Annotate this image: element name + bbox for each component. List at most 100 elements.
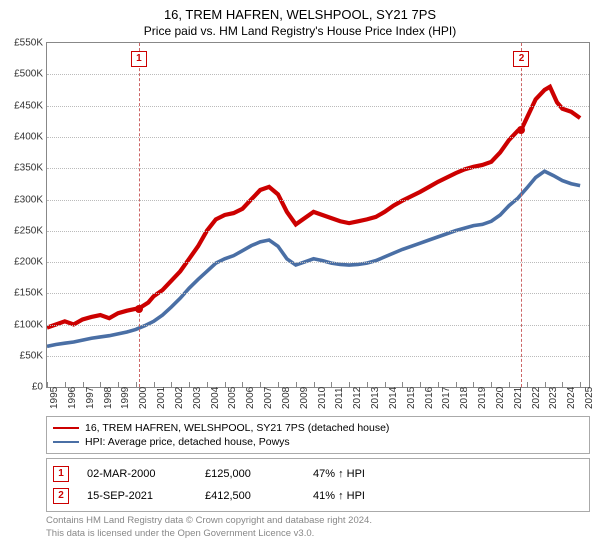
gridline-h	[47, 262, 589, 263]
gridline-h	[47, 200, 589, 201]
y-axis-label: £250K	[1, 225, 43, 236]
x-axis-label: 2014	[388, 387, 399, 409]
event-vline	[139, 43, 140, 387]
x-axis-label: 1998	[103, 387, 114, 409]
series-svg	[47, 43, 589, 387]
x-axis-label: 2019	[477, 387, 488, 409]
x-axis-label: 2020	[495, 387, 506, 409]
event-marker-dot	[135, 305, 143, 313]
x-axis-label: 2015	[406, 387, 417, 409]
plot-region: £0£50K£100K£150K£200K£250K£300K£350K£400…	[46, 42, 590, 388]
gridline-h	[47, 168, 589, 169]
x-axis-label: 2009	[299, 387, 310, 409]
gridline-h	[47, 356, 589, 357]
x-tick	[545, 382, 546, 387]
x-axis-label: 2010	[317, 387, 328, 409]
event-hpi-pct: 41% ↑ HPI	[313, 490, 413, 502]
gridline-h	[47, 325, 589, 326]
legend-box: 16, TREM HAFREN, WELSHPOOL, SY21 7PS (de…	[46, 416, 590, 454]
x-tick	[47, 382, 48, 387]
gridline-h	[47, 231, 589, 232]
chart-area: £0£50K£100K£150K£200K£250K£300K£350K£400…	[46, 42, 590, 412]
y-axis-label: £450K	[1, 100, 43, 111]
x-axis-label: 2023	[548, 387, 559, 409]
event-marker-box: 1	[131, 51, 147, 67]
legend-swatch	[53, 427, 79, 429]
legend-item: 16, TREM HAFREN, WELSHPOOL, SY21 7PS (de…	[53, 421, 583, 435]
x-axis-label: 2000	[138, 387, 149, 409]
x-axis-label: 2011	[334, 388, 345, 410]
x-tick	[473, 382, 474, 387]
x-axis-label: 2012	[352, 387, 363, 409]
legend-label: HPI: Average price, detached house, Powy…	[85, 436, 290, 448]
x-tick	[527, 382, 528, 387]
series-line-property	[47, 87, 580, 328]
gridline-h	[47, 74, 589, 75]
x-tick	[65, 382, 66, 387]
event-date: 15-SEP-2021	[87, 490, 187, 502]
x-tick	[491, 382, 492, 387]
y-axis-label: £300K	[1, 194, 43, 205]
x-tick	[296, 382, 297, 387]
x-axis-label: 2021	[513, 387, 524, 409]
y-axis-label: £550K	[1, 38, 43, 49]
event-row: 2 15-SEP-2021 £412,500 41% ↑ HPI	[53, 485, 583, 507]
chart-title-line2: Price paid vs. HM Land Registry's House …	[0, 24, 600, 42]
x-axis-label: 2007	[263, 387, 274, 409]
x-tick	[331, 382, 332, 387]
events-box: 102-MAR-2000£125,00047% ↑ HPI215-SEP-202…	[46, 458, 590, 512]
x-axis-label: 2013	[370, 387, 381, 409]
x-axis-label: 2004	[210, 387, 221, 409]
event-marker-dot	[517, 126, 525, 134]
x-tick	[580, 382, 581, 387]
y-axis-label: £200K	[1, 257, 43, 268]
event-number-box: 1	[53, 466, 69, 482]
x-tick	[402, 382, 403, 387]
legend-item: HPI: Average price, detached house, Powy…	[53, 435, 583, 449]
event-marker-box: 2	[513, 51, 529, 67]
event-vline	[521, 43, 522, 387]
chart-title-line1: 16, TREM HAFREN, WELSHPOOL, SY21 7PS	[0, 0, 600, 24]
x-tick	[367, 382, 368, 387]
event-price: £412,500	[205, 490, 295, 502]
footer-line2: This data is licensed under the Open Gov…	[46, 528, 590, 540]
x-axis-label: 2005	[227, 387, 238, 409]
x-tick	[207, 382, 208, 387]
x-axis-label: 2001	[156, 387, 167, 409]
x-tick	[260, 382, 261, 387]
gridline-h	[47, 293, 589, 294]
x-axis-label: 2018	[459, 387, 470, 409]
y-axis-label: £150K	[1, 288, 43, 299]
x-tick	[118, 382, 119, 387]
x-tick	[83, 382, 84, 387]
x-axis-label: 2002	[174, 387, 185, 409]
gridline-h	[47, 137, 589, 138]
footer-line1: Contains HM Land Registry data © Crown c…	[46, 515, 590, 527]
y-axis-label: £500K	[1, 69, 43, 80]
x-axis-label: 1996	[67, 387, 78, 409]
gridline-h	[47, 106, 589, 107]
event-price: £125,000	[205, 468, 295, 480]
x-axis-label: 1997	[85, 387, 96, 409]
x-axis-label: 2016	[424, 387, 435, 409]
event-number-box: 2	[53, 488, 69, 504]
y-axis-label: £50K	[1, 350, 43, 361]
y-axis-label: £400K	[1, 132, 43, 143]
x-tick	[349, 382, 350, 387]
x-axis-label: 1999	[120, 387, 131, 409]
x-axis-label: 2006	[245, 387, 256, 409]
x-tick	[314, 382, 315, 387]
y-axis-label: £350K	[1, 163, 43, 174]
y-axis-label: £0	[1, 382, 43, 393]
x-tick	[278, 382, 279, 387]
x-tick	[242, 382, 243, 387]
y-axis-label: £100K	[1, 319, 43, 330]
x-tick	[225, 382, 226, 387]
footer-attribution: Contains HM Land Registry data © Crown c…	[46, 515, 590, 540]
x-axis-label: 2017	[441, 387, 452, 409]
x-tick	[154, 382, 155, 387]
x-tick	[509, 382, 510, 387]
x-tick	[171, 382, 172, 387]
event-hpi-pct: 47% ↑ HPI	[313, 468, 413, 480]
x-tick	[456, 382, 457, 387]
